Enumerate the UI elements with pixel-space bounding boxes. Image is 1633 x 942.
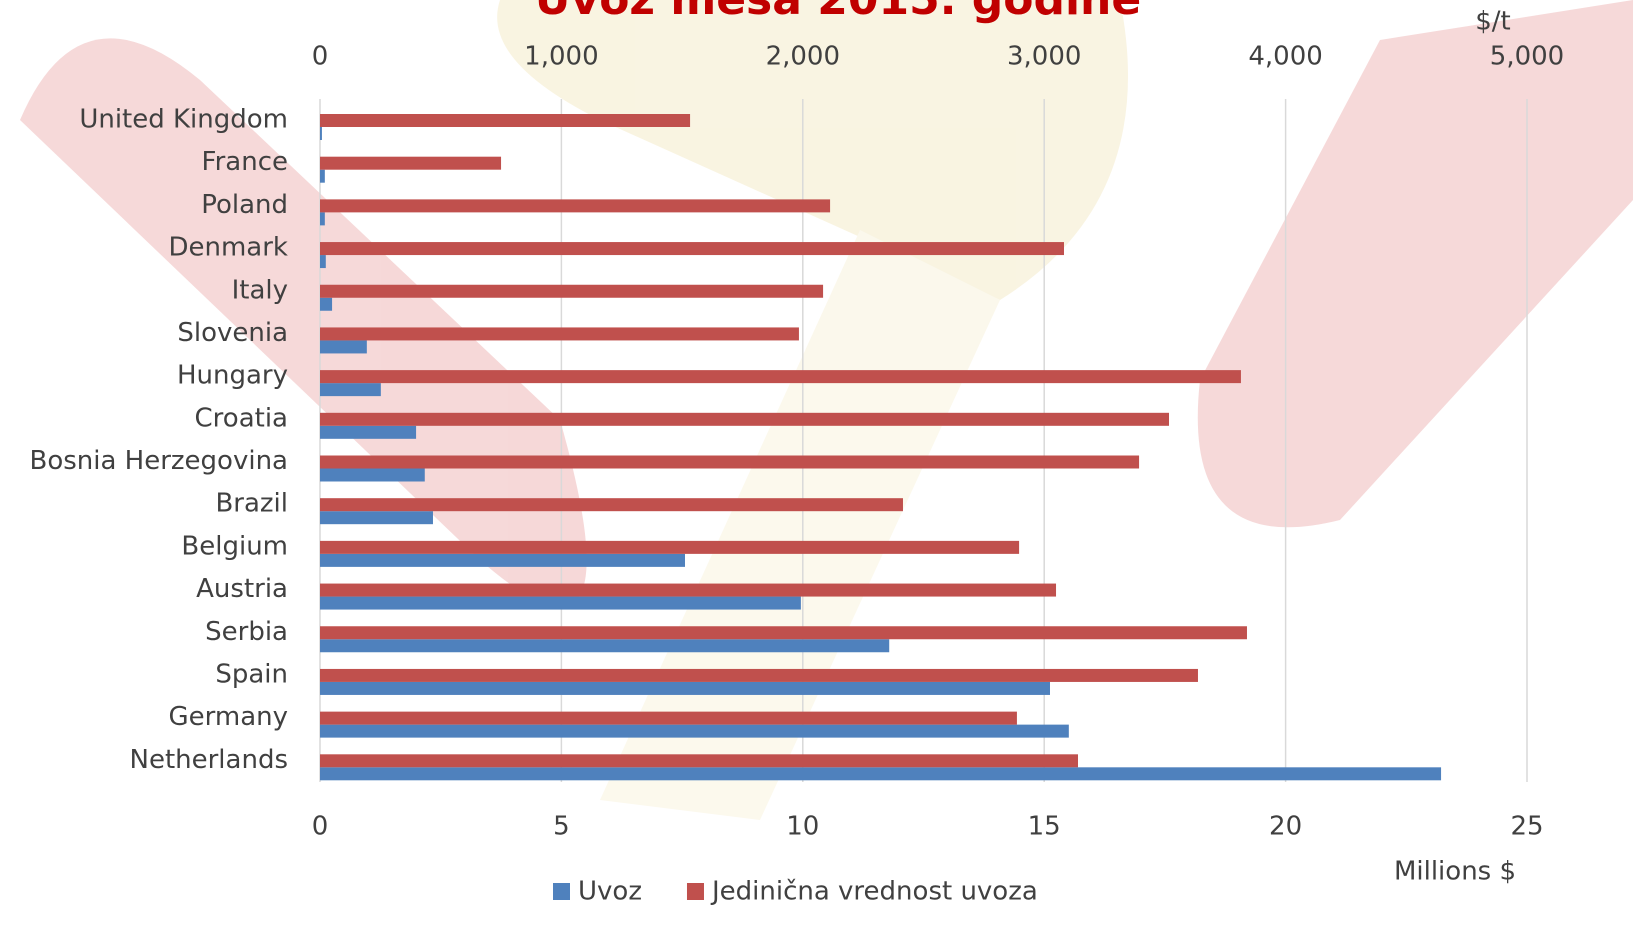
bar (320, 255, 326, 269)
bar (320, 596, 801, 610)
y-tick-label: Denmark (168, 233, 288, 263)
y-tick-label: Poland (201, 190, 288, 220)
bar (320, 169, 325, 183)
x-tick-label: 20 (1269, 812, 1302, 842)
y-tick-label: Belgium (181, 531, 288, 561)
bar (320, 498, 903, 512)
x2-tick-label: 1,000 (524, 42, 598, 72)
y-tick-label: Hungary (177, 361, 288, 391)
bar (320, 626, 1247, 640)
bar (320, 242, 1064, 256)
chart-title: Uvoz mesa 2015. godine (535, 0, 1141, 25)
bar (320, 340, 367, 354)
x2-tick-label: 5,000 (1490, 42, 1564, 72)
bar (320, 724, 1069, 738)
bar (320, 553, 685, 567)
y-tick-label: Netherlands (130, 745, 289, 775)
x2-tick-label: 4,000 (1248, 42, 1322, 72)
y-tick-label: Austria (196, 574, 288, 604)
bar (320, 156, 502, 170)
legend-swatch (553, 883, 570, 900)
y-tick-label: United Kingdom (79, 105, 288, 135)
legend-label: Jedinična vrednost uvoza (710, 877, 1038, 907)
bar (320, 425, 417, 439)
x-axis-title: Millions $ (1394, 857, 1516, 887)
bar (320, 455, 1140, 469)
bar (320, 284, 824, 298)
y-tick-label: Bosnia Herzegovina (29, 446, 288, 476)
x2-tick-label: 2,000 (766, 42, 840, 72)
x2-axis-title: $/t (1475, 7, 1511, 37)
legend-label: Uvoz (578, 877, 642, 907)
bar (320, 511, 433, 525)
x2-tick-label: 3,000 (1007, 42, 1081, 72)
y-tick-label: Brazil (215, 489, 288, 519)
y-tick-label: Serbia (205, 617, 288, 647)
bar (320, 540, 1020, 554)
x-tick-label: 15 (1028, 812, 1061, 842)
bar (320, 114, 691, 127)
x-tick-label: 10 (786, 812, 819, 842)
bar (320, 383, 381, 397)
legend-swatch (686, 883, 704, 900)
y-tick-label: France (202, 147, 288, 177)
y-tick-label: Italy (232, 275, 288, 305)
x2-tick-label: 0 (312, 42, 329, 72)
bar (320, 668, 1198, 682)
bar (320, 297, 333, 311)
bar (320, 370, 1241, 384)
y-tick-label: Croatia (195, 403, 288, 433)
bg-shape (497, 0, 1129, 300)
y-tick-label: Spain (215, 659, 288, 689)
bar (320, 711, 1017, 725)
bar (320, 212, 325, 226)
bar (320, 127, 322, 140)
bar (320, 199, 831, 213)
bar (320, 583, 1057, 597)
y-tick-label: Slovenia (177, 318, 288, 348)
x-tick-label: 5 (553, 812, 570, 842)
bar (320, 327, 799, 341)
bg-shape (1197, 0, 1633, 528)
y-tick-label: Germany (168, 702, 288, 732)
bar (320, 681, 1050, 695)
bar (320, 468, 425, 482)
bar (320, 412, 1170, 426)
x-tick-label: 0 (312, 812, 329, 842)
bar (320, 767, 1442, 781)
x-tick-label: 25 (1510, 812, 1543, 842)
bar (320, 639, 890, 653)
bar (320, 754, 1078, 768)
